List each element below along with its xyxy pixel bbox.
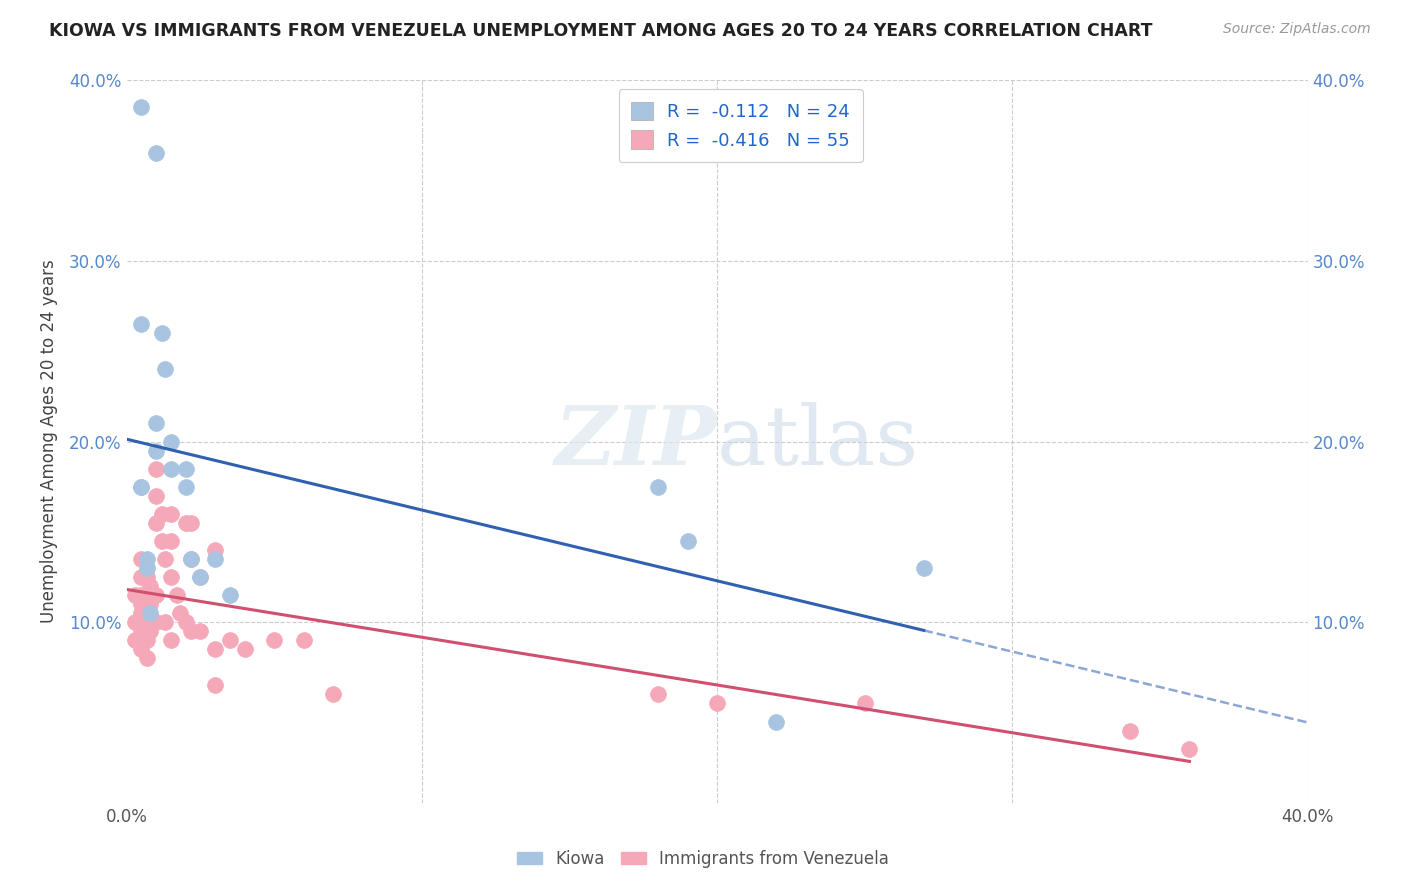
Point <box>765 714 787 729</box>
Point <box>180 516 202 530</box>
Point <box>853 697 876 711</box>
Point <box>129 606 153 620</box>
Point <box>180 552 202 566</box>
Point <box>204 678 226 692</box>
Point <box>150 533 173 548</box>
Point <box>145 615 167 630</box>
Legend: Kiowa, Immigrants from Venezuela: Kiowa, Immigrants from Venezuela <box>510 844 896 875</box>
Point <box>136 570 159 584</box>
Text: atlas: atlas <box>717 401 920 482</box>
Point <box>204 552 226 566</box>
Point <box>129 642 153 657</box>
Point <box>706 697 728 711</box>
Point <box>145 461 167 475</box>
Point <box>233 642 256 657</box>
Point <box>124 633 146 648</box>
Point <box>322 687 344 701</box>
Point <box>219 588 242 602</box>
Point <box>174 516 197 530</box>
Point <box>160 461 183 475</box>
Point <box>145 588 167 602</box>
Y-axis label: Unemployment Among Ages 20 to 24 years: Unemployment Among Ages 20 to 24 years <box>39 260 58 624</box>
Point <box>169 606 191 620</box>
Point <box>174 461 197 475</box>
Point <box>129 100 153 114</box>
Point <box>160 570 183 584</box>
Point <box>647 480 669 494</box>
Point <box>136 588 159 602</box>
Point <box>166 588 188 602</box>
Point <box>219 633 242 648</box>
Point <box>204 642 226 657</box>
Point <box>129 480 153 494</box>
Point <box>1119 723 1142 738</box>
Point <box>129 552 153 566</box>
Point <box>647 687 669 701</box>
Point <box>160 507 183 521</box>
Point <box>129 588 153 602</box>
Point <box>153 362 176 376</box>
Point <box>139 597 162 611</box>
Point <box>124 615 146 630</box>
Point <box>139 579 162 593</box>
Point <box>150 507 173 521</box>
Point <box>145 417 167 431</box>
Point <box>174 480 197 494</box>
Point <box>160 633 183 648</box>
Point <box>136 651 159 665</box>
Point <box>129 615 153 630</box>
Point <box>160 434 183 449</box>
Point <box>129 570 153 584</box>
Point <box>160 533 183 548</box>
Point <box>912 561 935 575</box>
Text: Source: ZipAtlas.com: Source: ZipAtlas.com <box>1223 22 1371 37</box>
Legend: R =  -0.112   N = 24, R =  -0.416   N = 55: R = -0.112 N = 24, R = -0.416 N = 55 <box>619 89 863 162</box>
Point <box>129 597 153 611</box>
Text: ZIP: ZIP <box>554 401 717 482</box>
Point <box>139 606 162 620</box>
Point <box>204 542 226 557</box>
Point <box>139 624 162 639</box>
Point <box>153 552 176 566</box>
Point <box>129 480 153 494</box>
Point <box>129 317 153 331</box>
Point <box>188 570 212 584</box>
Point <box>150 326 173 340</box>
Point <box>136 561 159 575</box>
Point <box>153 615 176 630</box>
Point <box>145 145 167 160</box>
Point <box>263 633 285 648</box>
Point <box>136 615 159 630</box>
Point <box>180 552 202 566</box>
Point <box>145 489 167 503</box>
Point <box>145 516 167 530</box>
Point <box>174 615 197 630</box>
Point <box>292 633 315 648</box>
Point <box>145 443 167 458</box>
Point <box>124 588 146 602</box>
Point <box>136 633 159 648</box>
Point <box>136 552 159 566</box>
Point <box>676 533 699 548</box>
Point <box>1178 741 1201 756</box>
Point <box>136 597 159 611</box>
Point <box>188 624 212 639</box>
Text: KIOWA VS IMMIGRANTS FROM VENEZUELA UNEMPLOYMENT AMONG AGES 20 TO 24 YEARS CORREL: KIOWA VS IMMIGRANTS FROM VENEZUELA UNEMP… <box>49 22 1153 40</box>
Point <box>180 624 202 639</box>
Point <box>188 570 212 584</box>
Point <box>129 624 153 639</box>
